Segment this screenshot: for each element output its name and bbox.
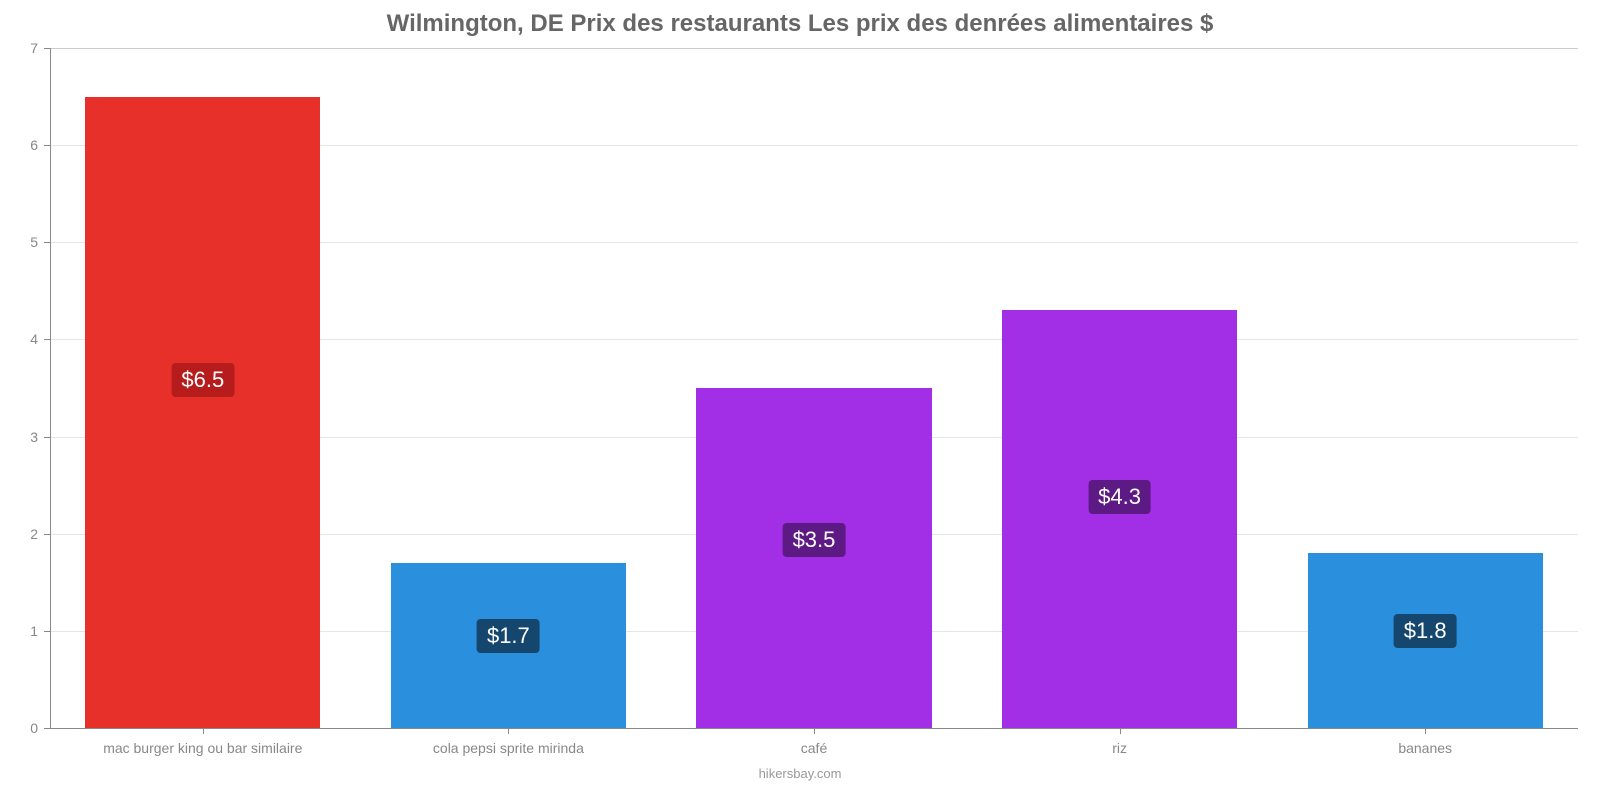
- y-tick-label: 7: [0, 40, 38, 56]
- x-label-cafe: café: [661, 740, 967, 756]
- x-tick: [814, 728, 815, 734]
- y-tick-label: 5: [0, 234, 38, 250]
- x-tick: [508, 728, 509, 734]
- value-label-cola: $1.7: [477, 619, 540, 653]
- bar-riz: $4.3: [1002, 310, 1237, 728]
- chart-title: Wilmington, DE Prix des restaurants Les …: [0, 10, 1600, 38]
- y-tick-label: 4: [0, 331, 38, 347]
- y-tick: [44, 145, 50, 146]
- x-tick: [1120, 728, 1121, 734]
- y-axis-line: [50, 48, 51, 728]
- x-tick: [203, 728, 204, 734]
- value-label-riz: $4.3: [1088, 480, 1151, 514]
- x-label-mac: mac burger king ou bar similaire: [50, 740, 356, 756]
- y-tick: [44, 339, 50, 340]
- y-tick: [44, 728, 50, 729]
- attribution: hikersbay.com: [0, 766, 1600, 781]
- x-tick: [1425, 728, 1426, 734]
- y-tick-label: 1: [0, 623, 38, 639]
- y-tick: [44, 534, 50, 535]
- value-label-mac: $6.5: [171, 363, 234, 397]
- y-tick: [44, 242, 50, 243]
- value-label-bananes: $1.8: [1394, 614, 1457, 648]
- price-chart: Wilmington, DE Prix des restaurants Les …: [0, 0, 1600, 800]
- x-label-bananes: bananes: [1272, 740, 1578, 756]
- y-tick-label: 6: [0, 137, 38, 153]
- y-tick-label: 2: [0, 526, 38, 542]
- grid-line: [50, 48, 1578, 49]
- plot-area: $6.5 $1.7 $3.5 $4.3 $1.8: [50, 48, 1578, 728]
- y-tick: [44, 48, 50, 49]
- value-label-cafe: $3.5: [783, 523, 846, 557]
- bar-cafe: $3.5: [696, 388, 931, 728]
- y-tick: [44, 631, 50, 632]
- bar-cola: $1.7: [391, 563, 626, 728]
- x-label-cola: cola pepsi sprite mirinda: [356, 740, 662, 756]
- bar-mac: $6.5: [85, 97, 320, 728]
- x-label-riz: riz: [967, 740, 1273, 756]
- bar-bananes: $1.8: [1308, 553, 1543, 728]
- y-tick-label: 3: [0, 429, 38, 445]
- y-tick-label: 0: [0, 720, 38, 736]
- y-tick: [44, 437, 50, 438]
